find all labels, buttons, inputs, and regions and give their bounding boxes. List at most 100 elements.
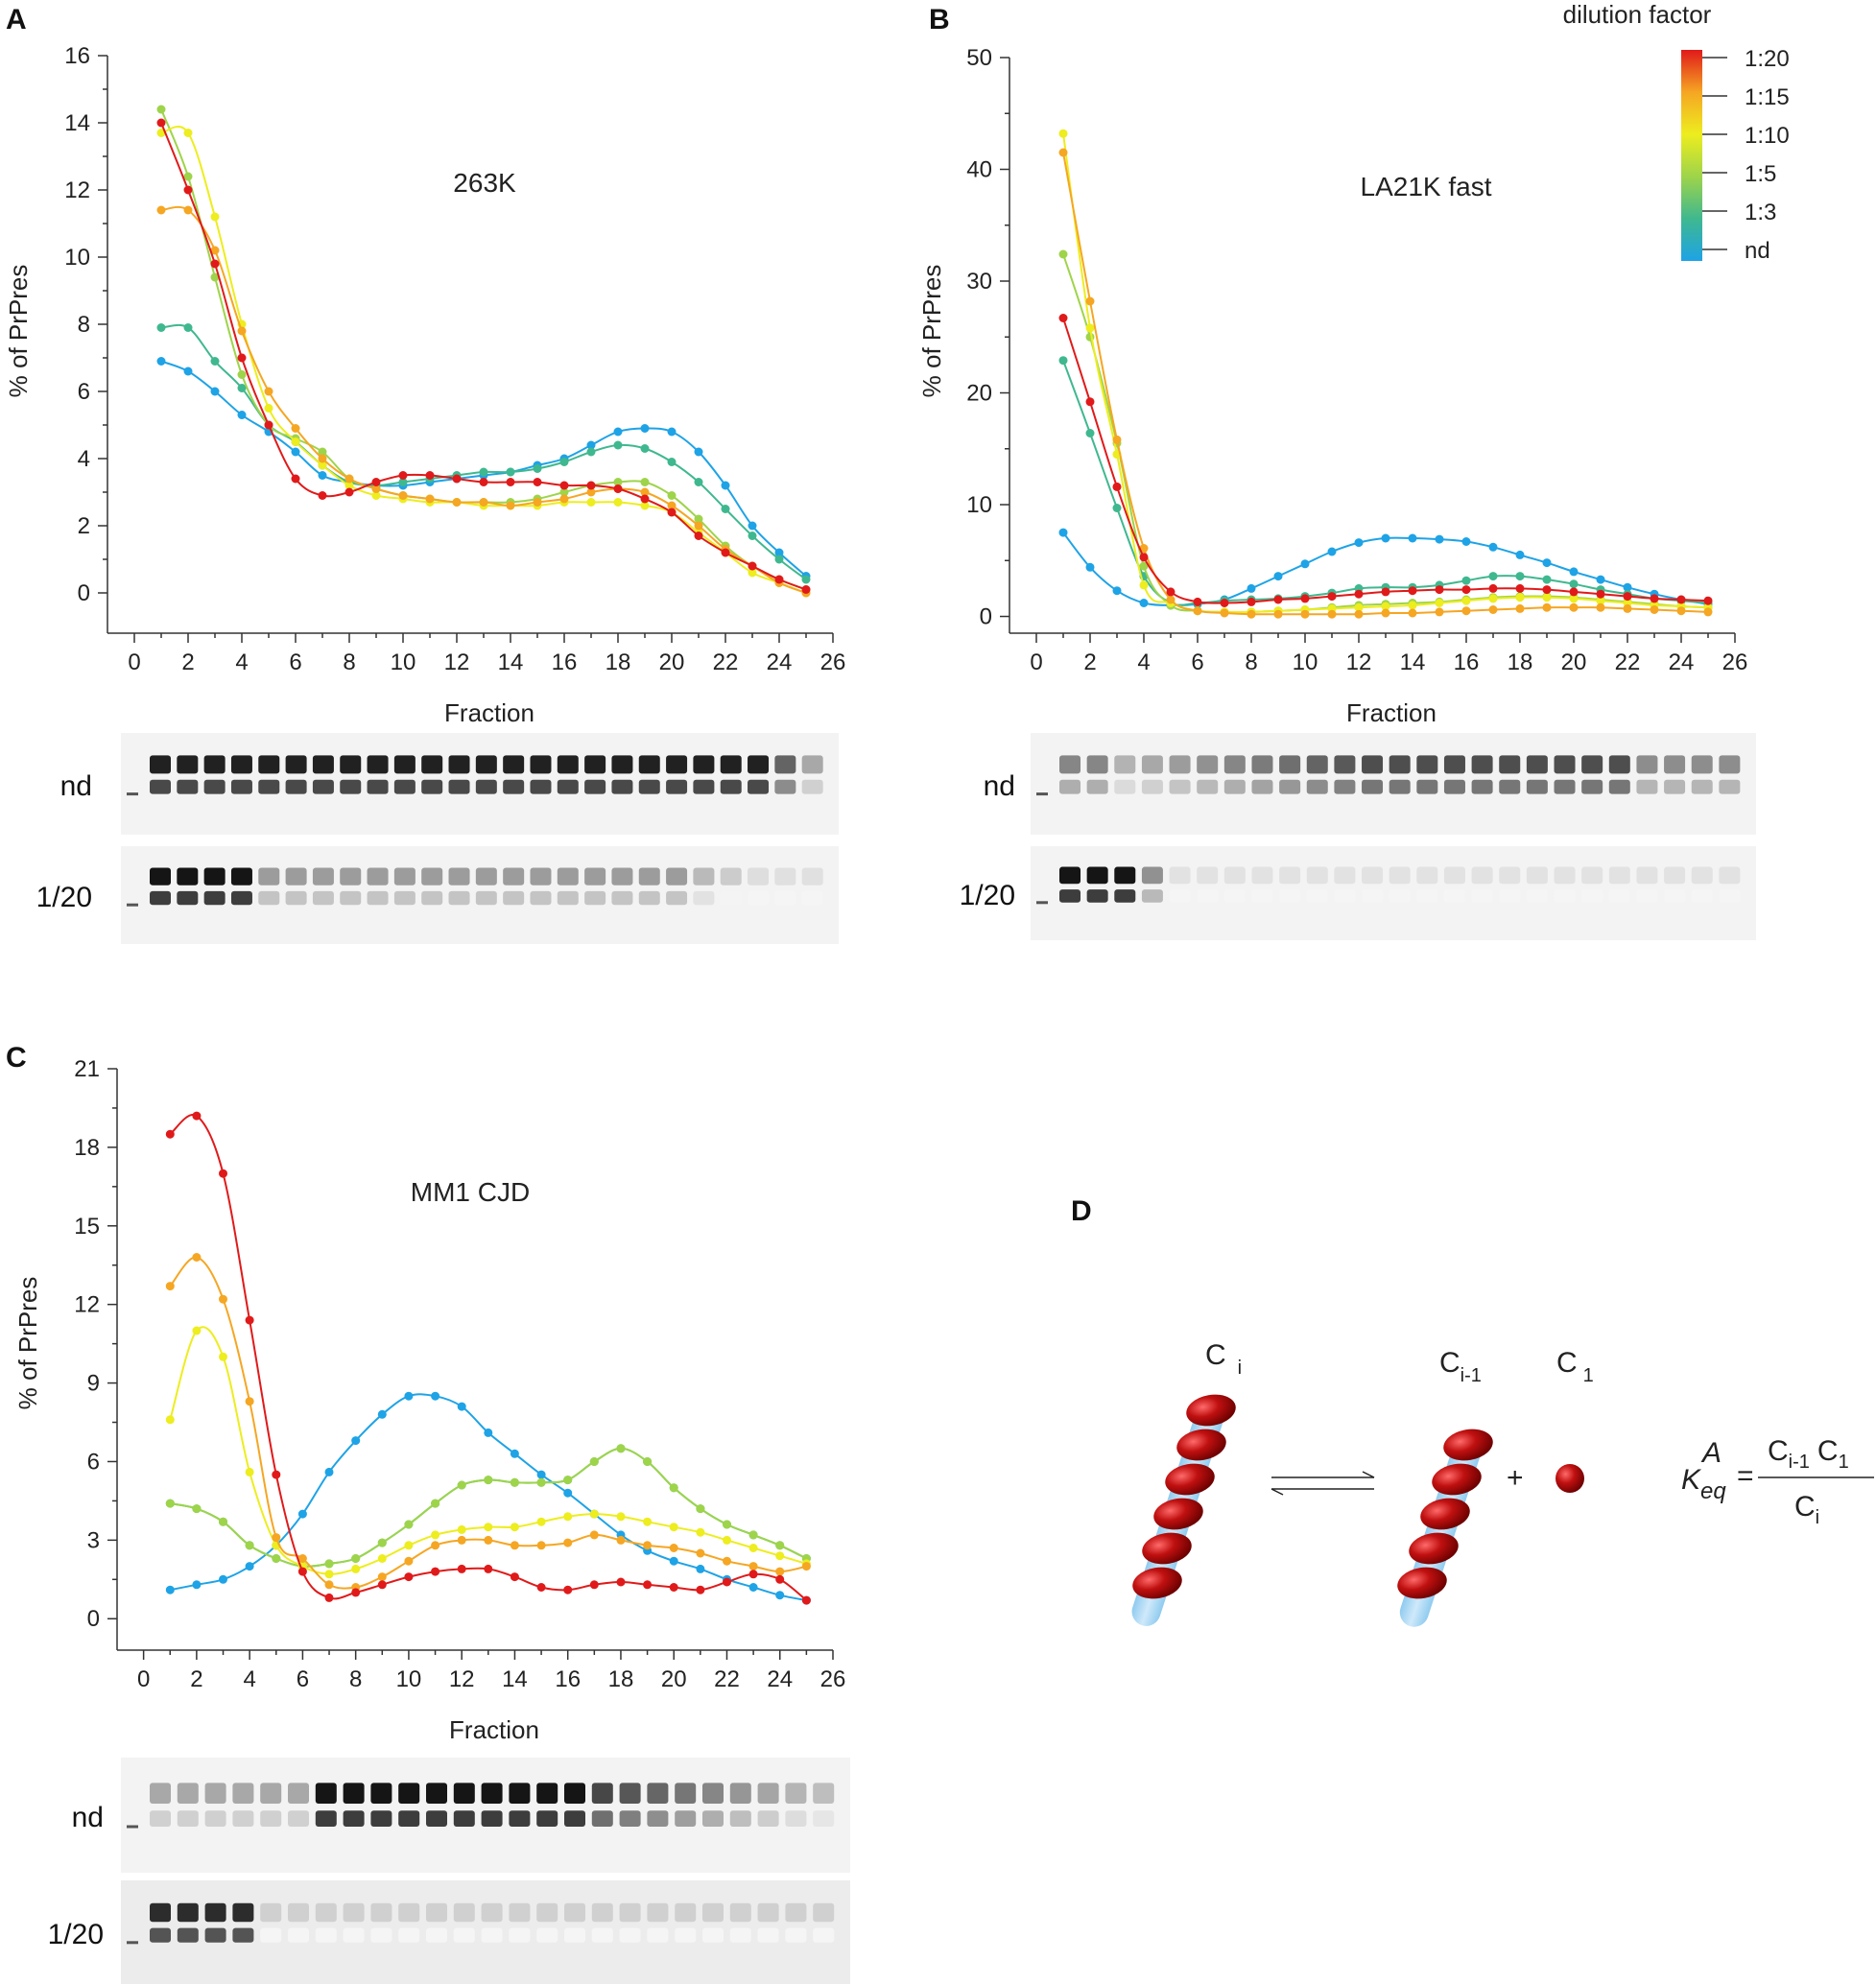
blot-band xyxy=(619,1902,641,1923)
data-point xyxy=(613,484,623,493)
blot-band xyxy=(285,867,307,886)
legend-colorbar xyxy=(1681,50,1702,261)
data-point xyxy=(748,1530,758,1540)
blot-band xyxy=(675,1927,697,1943)
data-point xyxy=(559,487,569,497)
data-point xyxy=(696,1527,705,1537)
blot-band xyxy=(1059,779,1080,794)
data-point xyxy=(696,1504,705,1514)
data-point xyxy=(1381,602,1390,611)
blot-lane-label: nd xyxy=(984,770,1015,802)
blot-band xyxy=(1554,755,1576,774)
data-point xyxy=(219,1517,227,1526)
data-point xyxy=(398,491,408,500)
series-1-5 xyxy=(165,1444,811,1571)
data-point xyxy=(801,575,811,584)
data-point xyxy=(1515,583,1525,593)
data-point xyxy=(404,1391,414,1401)
blot-band xyxy=(693,755,715,774)
x-tick-label: 22 xyxy=(714,1666,740,1692)
blot-band xyxy=(1636,889,1658,903)
data-point xyxy=(484,1564,493,1573)
blot-band xyxy=(150,1810,171,1827)
blot-band xyxy=(702,1927,724,1943)
x-tick-label: 0 xyxy=(1030,650,1042,675)
blot-band xyxy=(421,755,443,774)
blot-band xyxy=(1691,889,1713,903)
data-point xyxy=(1247,583,1256,593)
data-point xyxy=(297,1509,307,1519)
data-point xyxy=(586,447,596,457)
blot-band xyxy=(1443,779,1465,794)
data-point xyxy=(398,471,408,480)
data-point xyxy=(479,467,488,477)
blot-band xyxy=(584,755,606,774)
blot-band xyxy=(203,779,226,794)
data-point xyxy=(324,1467,334,1476)
blot-band xyxy=(285,755,307,774)
series-line-1-3 xyxy=(1062,360,1709,606)
blot-band xyxy=(343,1902,365,1923)
y-tick-label: 2 xyxy=(78,513,90,539)
blot-band xyxy=(638,779,660,794)
blot-band xyxy=(398,1783,420,1804)
data-point xyxy=(1058,249,1068,259)
data-point xyxy=(1623,603,1632,613)
blot-band xyxy=(1334,889,1356,903)
data-point xyxy=(1085,323,1095,333)
data-point xyxy=(723,1577,731,1587)
blot-band xyxy=(584,779,606,794)
x-tick-label: 0 xyxy=(137,1666,150,1692)
blot-band xyxy=(1664,779,1686,794)
x-tick-label: 6 xyxy=(1191,650,1203,675)
blot-band xyxy=(453,1810,475,1827)
blot-band xyxy=(564,1783,585,1804)
blot-band xyxy=(757,1810,779,1827)
blot-band xyxy=(203,890,226,906)
x-tick-label: 20 xyxy=(661,1666,687,1692)
x-tick-label: 4 xyxy=(243,1666,255,1692)
blot-band xyxy=(1664,755,1686,774)
blot-band xyxy=(150,755,171,774)
y-tick-label: 6 xyxy=(87,1449,100,1475)
blot-band xyxy=(475,867,497,886)
data-point xyxy=(457,1524,466,1534)
keq-symbol: Keq xyxy=(1681,1464,1726,1504)
blot-band xyxy=(453,1927,475,1943)
data-point xyxy=(643,1541,653,1550)
blot-band xyxy=(285,779,307,794)
x-tick-label: 0 xyxy=(128,650,140,675)
data-point xyxy=(1542,602,1552,612)
blot-band xyxy=(150,867,171,886)
legend-entry-1-10: 1:10 xyxy=(1745,123,1790,149)
blot-band xyxy=(530,779,552,794)
blot-band xyxy=(813,1783,835,1804)
data-point xyxy=(377,1538,387,1547)
blot-band xyxy=(801,890,823,906)
blot-band xyxy=(584,867,606,886)
blot-band xyxy=(475,890,497,906)
blot-band xyxy=(1691,779,1713,794)
series-1-3 xyxy=(1058,356,1713,607)
data-point xyxy=(452,498,462,507)
data-point xyxy=(351,1588,361,1597)
blot-band xyxy=(693,890,715,906)
data-point xyxy=(510,1572,519,1582)
blot-band xyxy=(748,779,770,794)
data-point xyxy=(589,1457,599,1466)
data-point xyxy=(237,384,247,392)
data-point xyxy=(748,1562,758,1571)
y-tick-label: 10 xyxy=(966,492,992,518)
y-tick-label: 12 xyxy=(64,177,90,203)
data-point xyxy=(165,1499,175,1508)
blot-band xyxy=(312,890,334,906)
blot-band xyxy=(785,1902,807,1923)
blot-band xyxy=(1086,755,1108,774)
data-point xyxy=(404,1572,414,1582)
x-tick-label: 8 xyxy=(1245,650,1257,675)
blot-band xyxy=(702,1783,724,1804)
blot-band xyxy=(1362,779,1384,794)
blot-band xyxy=(177,755,199,774)
blot-band xyxy=(448,755,470,774)
